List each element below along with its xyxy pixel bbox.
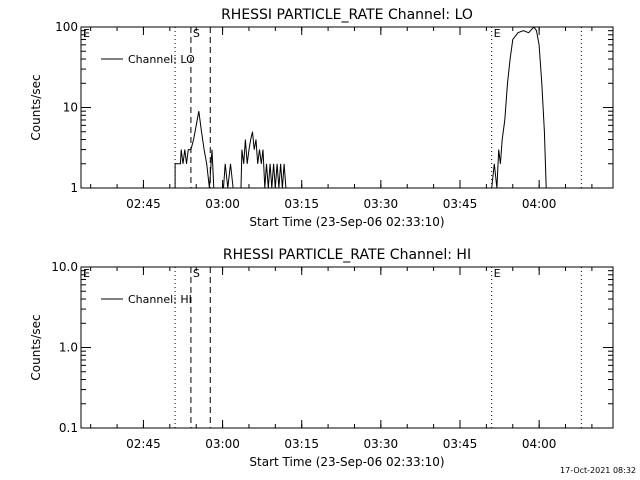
y-tick-label: 0.1	[59, 421, 78, 435]
y-axis-label: Counts/sec	[29, 74, 43, 140]
marker-label: E	[494, 267, 501, 280]
chart-title: RHESSI PARTICLE_RATE Channel: HI	[223, 247, 471, 263]
x-tick-label: 03:45	[443, 437, 478, 451]
y-tick-label: 100	[55, 20, 78, 34]
footer-timestamp: 17-Oct-2021 08:32	[560, 466, 636, 475]
legend-label: Channel: LO	[128, 53, 195, 66]
x-tick-label: 02:45	[126, 437, 161, 451]
chart-panel-1: RHESSI PARTICLE_RATE Channel: LO Start Ti…	[29, 7, 614, 229]
x-tick-label: 03:30	[364, 437, 399, 451]
marker-label: E	[494, 27, 501, 40]
x-tick-label: 04:00	[522, 197, 557, 211]
x-tick-label: 03:30	[364, 197, 399, 211]
series-line	[174, 27, 547, 188]
x-tick-label: 03:00	[205, 437, 240, 451]
x-tick-label: 03:45	[443, 197, 478, 211]
y-axis-label: Counts/sec	[29, 314, 43, 380]
marker-label: E	[83, 27, 90, 40]
x-tick-label: 03:15	[284, 197, 319, 211]
chart-panel-2: RHESSI PARTICLE_RATE Channel: HI Start Ti…	[29, 247, 614, 469]
marker-label: E	[83, 267, 90, 280]
marker-label: S	[193, 27, 200, 40]
x-tick-label: 04:00	[522, 437, 557, 451]
x-tick-label: 03:00	[205, 197, 240, 211]
x-tick-label: 03:15	[284, 437, 319, 451]
y-tick-label: 1.0	[59, 341, 78, 355]
legend-label: Channel: HI	[128, 293, 192, 306]
x-tick-label: 02:45	[126, 197, 161, 211]
plot-frame	[80, 266, 614, 429]
chart-title: RHESSI PARTICLE_RATE Channel: LO	[221, 7, 473, 23]
x-axis-label: Start Time (23-Sep-06 02:33:10)	[249, 215, 444, 229]
y-tick-label: 10	[63, 101, 78, 115]
y-tick-label: 10.0	[51, 260, 78, 274]
x-axis-label: Start Time (23-Sep-06 02:33:10)	[249, 455, 444, 469]
plot-frame	[80, 26, 614, 189]
y-tick-label: 1	[70, 181, 78, 195]
marker-label: S	[193, 267, 200, 280]
